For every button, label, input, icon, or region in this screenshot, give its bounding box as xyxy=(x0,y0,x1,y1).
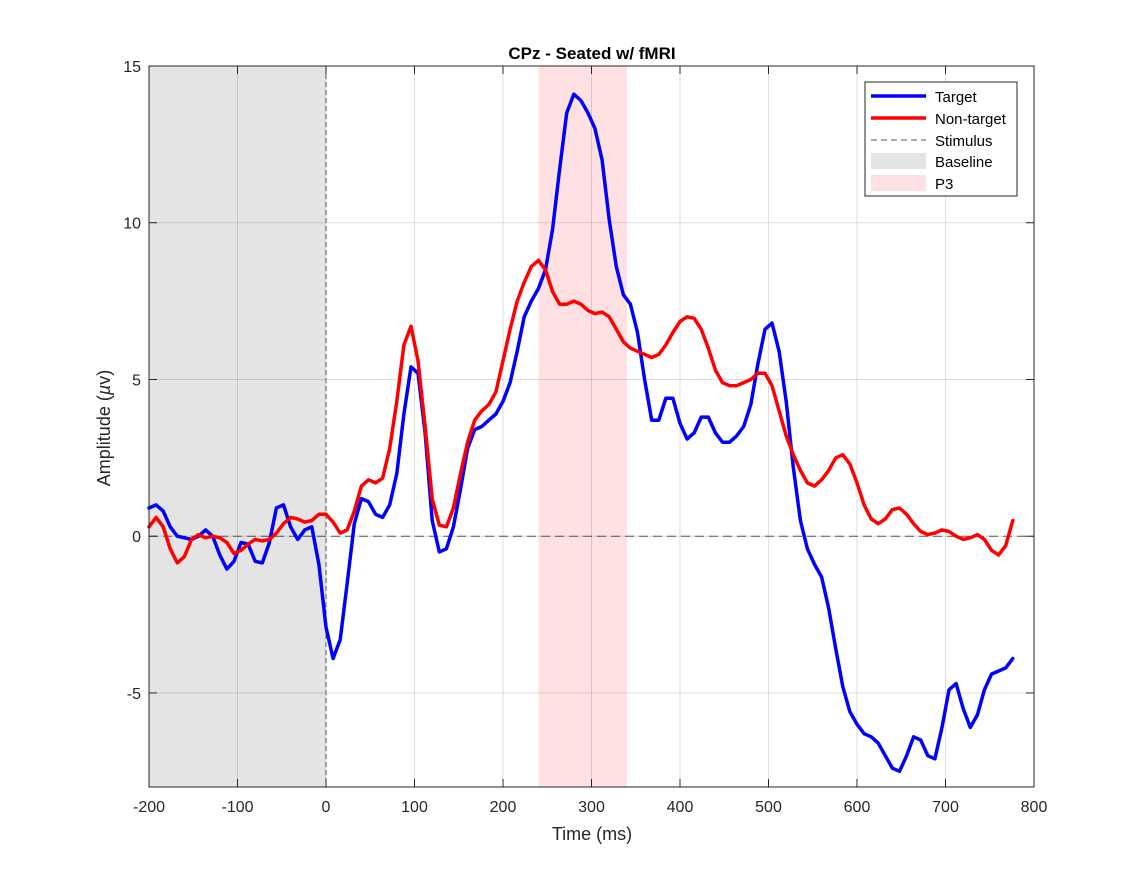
series-group xyxy=(147,92,1015,774)
legend-p3-label: P3 xyxy=(935,176,953,193)
x-tick-label: 200 xyxy=(490,799,517,816)
series-line-nontarget xyxy=(147,258,1015,565)
x-tick-label: 100 xyxy=(401,799,428,816)
x-tick-label: 700 xyxy=(932,799,959,816)
ticks xyxy=(148,65,1035,787)
legend-stimulus-label: Stimulus xyxy=(935,133,993,150)
p3-window xyxy=(538,66,627,787)
legend-p3-swatch xyxy=(871,175,926,191)
y-axis-label: Amplitude (µv) xyxy=(94,370,114,486)
series-line-target xyxy=(147,92,1015,774)
legend-nontarget-label: Non-target xyxy=(935,111,1007,128)
legend: Target Non-target Stimulus Baseline P3 xyxy=(864,81,1018,197)
legend-baseline-swatch xyxy=(871,153,926,169)
y-tick-label: 15 xyxy=(123,59,141,76)
y-tick-label: 5 xyxy=(132,372,141,389)
legend-baseline-label: Baseline xyxy=(935,154,993,171)
x-tick-label: 500 xyxy=(755,799,782,816)
legend-target-label: Target xyxy=(935,89,978,106)
chart-title: CPz - Seated w/ fMRI xyxy=(508,44,675,63)
y-tick-label: -5 xyxy=(127,686,141,703)
tick-labels: -200 -100 0 100 200 300 400 500 600 700 800 -5 0 5 10 1… xyxy=(123,59,1047,816)
y-axis-label-unit: µ xyxy=(94,385,114,396)
x-tick-label: -100 xyxy=(221,799,253,816)
x-tick-label: 600 xyxy=(844,799,871,816)
x-tick-label: 800 xyxy=(1021,799,1048,816)
x-tick-label: 300 xyxy=(578,799,605,816)
x-tick-label: -200 xyxy=(133,799,165,816)
y-axis-label-tail: v) xyxy=(94,370,114,385)
y-tick-label: 10 xyxy=(123,216,141,233)
baseline-window xyxy=(149,66,326,787)
x-axis-label: Time (ms) xyxy=(552,824,632,844)
y-axis-label-main: Amplitude ( xyxy=(94,395,114,486)
y-tick-label: 0 xyxy=(132,529,141,546)
x-tick-label: 0 xyxy=(322,799,331,816)
x-tick-label: 400 xyxy=(667,799,694,816)
